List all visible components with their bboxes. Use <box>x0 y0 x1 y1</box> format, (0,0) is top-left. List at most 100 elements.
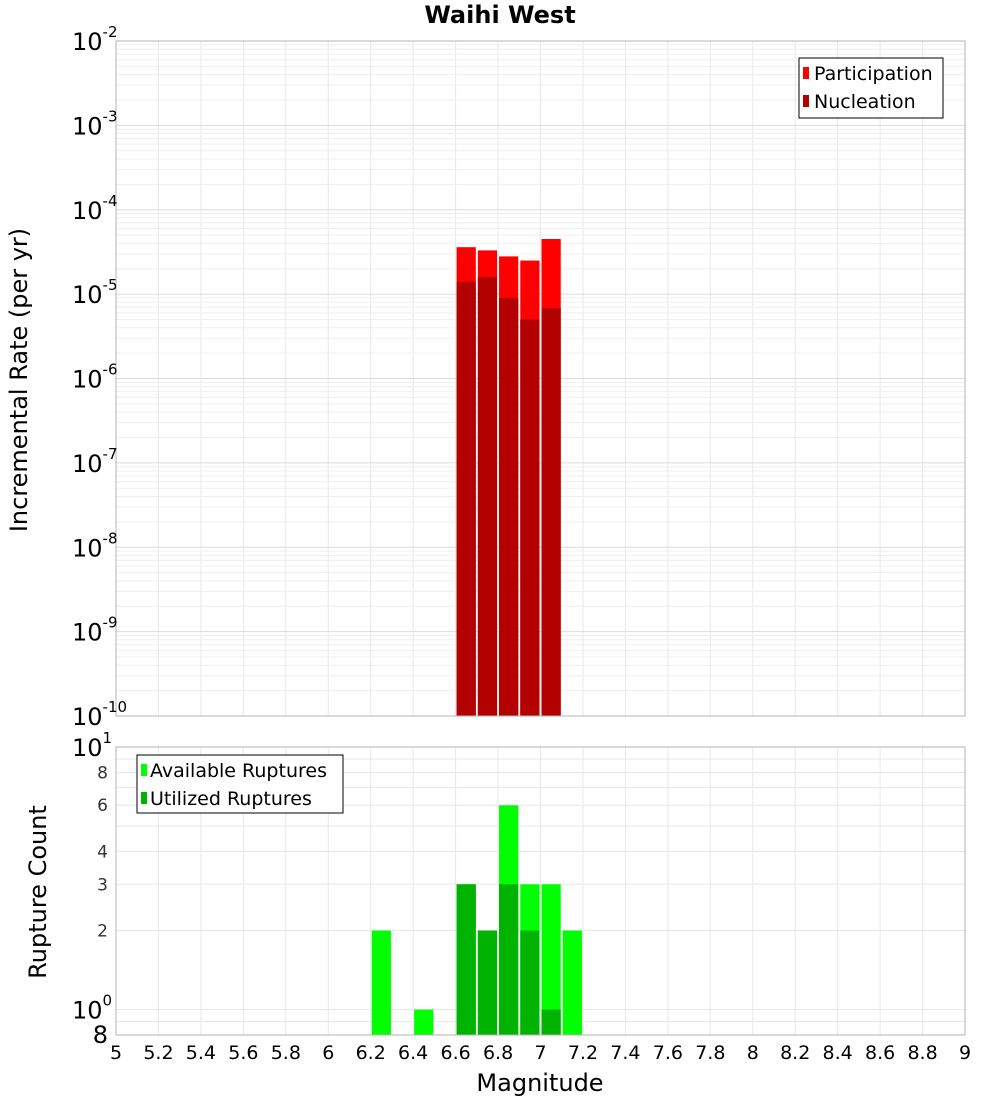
rate-y-axis-label: Incremental Rate (per yr) <box>5 228 33 532</box>
utilized-ruptures-bar <box>541 1009 561 1035</box>
tick-exponent: -3 <box>103 107 118 125</box>
nucleation-bar <box>541 308 561 716</box>
rate-legend: Participation Nucleation <box>798 57 944 119</box>
tick-exponent: -9 <box>103 614 118 632</box>
nucleation-legend-label: Nucleation <box>814 91 916 113</box>
tick-exponent: -5 <box>103 276 118 294</box>
x-tick-label: 6.6 <box>440 1042 470 1064</box>
available-legend-label: Available Ruptures <box>150 760 327 782</box>
x-tick-label: 7.6 <box>653 1042 683 1064</box>
x-tick-label: 8.4 <box>823 1042 853 1064</box>
count-y-minor-tick-label: 4 <box>97 842 108 862</box>
tick-base: 10 <box>72 734 103 762</box>
utilized-ruptures-bar <box>520 930 540 1035</box>
nucleation-bar <box>456 281 476 716</box>
chart-title: Waihi West <box>424 1 575 29</box>
rate-y-tick-label: 10-8 <box>72 529 118 562</box>
tick-base: 10 <box>72 619 103 647</box>
tick-base: 10 <box>72 112 103 140</box>
nucleation-bar <box>520 319 540 716</box>
count-y-axis-label: Rupture Count <box>24 805 52 979</box>
utilized-ruptures-bar <box>499 884 519 1035</box>
count-legend: Available Ruptures Utilized Ruptures <box>136 754 344 814</box>
tick-exponent: -7 <box>103 445 118 463</box>
nucleation-legend-swatch <box>803 95 809 107</box>
tick-base: 10 <box>72 450 103 478</box>
x-tick-label: 8.6 <box>865 1042 895 1064</box>
rate-y-tick-label: 10-10 <box>72 698 127 731</box>
rate-y-tick-label: 10-9 <box>72 614 118 647</box>
x-tick-label: 8 <box>747 1042 759 1064</box>
tick-exponent: -8 <box>103 529 118 547</box>
tick-exponent: 1 <box>103 729 113 747</box>
x-tick-label: 7.8 <box>695 1042 725 1064</box>
x-tick-label: 6 <box>322 1042 334 1064</box>
rate-gridlines <box>115 41 966 717</box>
tick-base: 10 <box>72 534 103 562</box>
x-tick-label: 5.4 <box>186 1042 216 1064</box>
count-bars <box>371 805 582 1035</box>
tick-base: 10 <box>72 997 103 1025</box>
x-axis-label: Magnitude <box>476 1069 603 1097</box>
available-ruptures-bar <box>371 930 391 1035</box>
rate-panel: 10-210-310-410-510-610-710-810-910-10 In… <box>5 23 966 731</box>
available-ruptures-bar <box>541 884 561 1035</box>
rate-y-ticks: 10-210-310-410-510-610-710-810-910-10 <box>72 23 127 731</box>
nucleation-bar <box>499 297 519 716</box>
rate-legend-box <box>798 57 944 119</box>
x-tick-label: 8.2 <box>780 1042 810 1064</box>
tick-exponent: -2 <box>103 23 118 41</box>
x-tick-label: 9 <box>959 1042 971 1064</box>
nucleation-bar <box>477 276 498 716</box>
rate-y-tick-label: 10-3 <box>72 107 118 140</box>
count-y-minor-tick-label: 6 <box>97 796 108 816</box>
rate-y-tick-label: 10-4 <box>72 192 118 225</box>
tick-base: 10 <box>72 281 103 309</box>
participation-legend-swatch <box>803 67 809 79</box>
utilized-ruptures-bar <box>477 930 498 1035</box>
rate-bars <box>456 239 561 717</box>
x-tick-label: 7.4 <box>610 1042 640 1064</box>
utilized-legend-label: Utilized Ruptures <box>150 788 312 810</box>
tick-exponent: 0 <box>103 992 113 1010</box>
x-tick-label: 8.8 <box>907 1042 937 1064</box>
count-y-minor-tick-label: 3 <box>97 875 108 895</box>
x-tick-label: 6.2 <box>356 1042 386 1064</box>
rate-y-tick-label: 10-6 <box>72 361 118 394</box>
tick-exponent: -6 <box>103 361 118 379</box>
utilized-legend-swatch <box>141 792 147 804</box>
count-y-tick-label: 100 <box>72 992 112 1025</box>
tick-base: 10 <box>72 28 103 56</box>
count-y-minor-tick-label: 8 <box>93 1021 108 1049</box>
x-tick-label: 5.6 <box>228 1042 258 1064</box>
rate-y-tick-label: 10-5 <box>72 276 118 309</box>
participation-legend-label: Participation <box>814 63 933 85</box>
x-tick-label: 5 <box>110 1042 122 1064</box>
x-tick-label: 5.8 <box>271 1042 301 1064</box>
count-y-minor-tick-label: 8 <box>97 763 108 783</box>
count-y-tick-label: 101 <box>72 729 112 762</box>
utilized-ruptures-bar <box>456 884 476 1035</box>
rate-plot-frame <box>115 40 966 717</box>
x-tick-label: 7.2 <box>568 1042 598 1064</box>
x-tick-label: 7 <box>534 1042 546 1064</box>
rate-y-tick-label: 10-7 <box>72 445 118 478</box>
tick-exponent: -4 <box>103 192 118 210</box>
available-ruptures-bar <box>562 930 582 1035</box>
tick-base: 10 <box>72 703 103 731</box>
x-tick-label: 5.2 <box>143 1042 173 1064</box>
count-y-minor-tick-label: 2 <box>97 922 108 942</box>
available-ruptures-bar <box>414 1009 434 1035</box>
x-tick-label: 6.4 <box>398 1042 428 1064</box>
rate-y-tick-label: 10-2 <box>72 23 118 56</box>
tick-base: 10 <box>72 197 103 225</box>
tick-base: 10 <box>72 366 103 394</box>
x-tick-label: 6.8 <box>483 1042 513 1064</box>
tick-exponent: -10 <box>103 698 128 716</box>
available-legend-swatch <box>141 764 147 776</box>
count-plot-frame <box>115 746 966 1036</box>
count-x-ticks: 5 5.2 5.4 5.6 5.8 6 6.2 6.4 6.6 6.8 7 7.2 7.4 7.6 7.8 8… <box>110 1042 971 1064</box>
